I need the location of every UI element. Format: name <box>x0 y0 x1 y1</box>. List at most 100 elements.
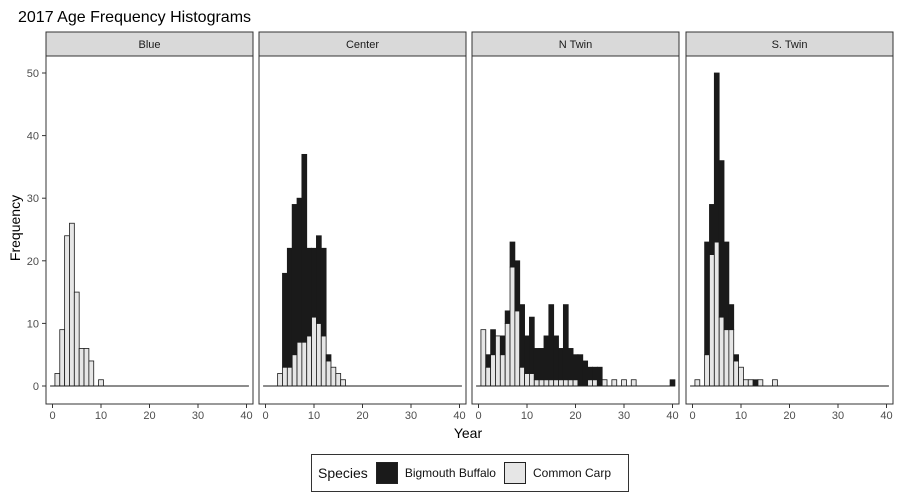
bar-common-carp <box>738 366 744 387</box>
legend-title: Species <box>318 465 368 481</box>
legend: Species Bigmouth Buffalo Common Carp <box>311 454 629 492</box>
bar-bigmouth-buffalo <box>577 354 584 387</box>
bar-common-carp <box>499 354 506 387</box>
x-tick-label: 40 <box>666 410 678 422</box>
bar-common-carp <box>98 379 104 387</box>
bar-common-carp <box>747 379 754 387</box>
x-tick-label: 30 <box>405 410 417 422</box>
bar-common-carp <box>277 373 283 387</box>
bar-common-carp <box>709 254 715 387</box>
bar-common-carp <box>88 360 95 387</box>
bar-common-carp <box>73 291 80 387</box>
bar-common-carp <box>514 310 521 387</box>
bar-common-carp <box>718 316 725 387</box>
bar-bigmouth-buffalo <box>325 354 332 362</box>
bar-common-carp <box>743 379 749 387</box>
bar-bigmouth-buffalo <box>490 329 496 356</box>
x-tick-label: 30 <box>832 410 844 422</box>
chart-title: 2017 Age Frequency Histograms <box>18 9 251 26</box>
bar-common-carp <box>59 329 66 387</box>
bar-common-carp <box>504 322 511 387</box>
bar-common-carp <box>733 360 739 387</box>
bar-common-carp <box>306 335 312 387</box>
x-tick-label: 40 <box>240 410 252 422</box>
y-axis-ticks: 0 10 20 30 40 50 <box>27 68 46 393</box>
bar-common-carp <box>558 379 564 387</box>
facet-strip-label: N Twin <box>559 39 592 51</box>
bar-common-carp <box>567 379 574 387</box>
bar-common-carp <box>325 360 332 387</box>
bar-common-carp <box>69 222 75 387</box>
bar-bigmouth-buffalo <box>704 241 710 356</box>
x-axis-label: Year <box>454 425 483 441</box>
facet-panel: Blue 0 10 20 30 40 <box>45 31 254 422</box>
bar-common-carp <box>538 379 545 387</box>
bar-bigmouth-buffalo <box>723 241 730 331</box>
bar-common-carp <box>78 348 85 387</box>
bar-common-carp <box>611 379 618 387</box>
facet-strip-label: Blue <box>138 39 160 51</box>
bar-bigmouth-buffalo <box>306 247 312 337</box>
bar-common-carp <box>553 379 559 387</box>
facet-panel: S. Twin 0 10 20 30 40 <box>685 31 894 422</box>
bar-bigmouth-buffalo <box>669 379 676 387</box>
bar-common-carp <box>562 379 569 387</box>
bar-common-carp <box>286 366 293 387</box>
bar-bigmouth-buffalo <box>533 348 540 381</box>
bar-bigmouth-buffalo <box>587 366 593 381</box>
bar-bigmouth-buffalo <box>733 354 739 362</box>
bar-bigmouth-buffalo <box>301 153 308 343</box>
bar-common-carp <box>728 329 735 387</box>
bar-bigmouth-buffalo <box>572 354 579 381</box>
facet-panel: N Twin 0 10 20 30 40 <box>471 31 680 422</box>
facet-panel: Center 0 10 20 30 40 <box>258 31 467 422</box>
bar-common-carp <box>340 379 346 387</box>
bar-bigmouth-buffalo <box>558 348 564 381</box>
bar-bigmouth-buffalo <box>709 204 715 255</box>
bar-bigmouth-buffalo <box>538 348 545 381</box>
x-tick-label: 20 <box>569 410 581 422</box>
bar-common-carp <box>630 379 637 387</box>
bar-common-carp <box>592 379 598 387</box>
bar-common-carp <box>485 366 492 387</box>
bar-bigmouth-buffalo <box>592 366 598 381</box>
facet-strip-label: Center <box>346 39 379 51</box>
bar-common-carp <box>330 366 337 387</box>
bar-common-carp <box>548 379 555 387</box>
bar-bigmouth-buffalo <box>320 247 327 337</box>
x-tick-label: 40 <box>880 410 892 422</box>
bar-bigmouth-buffalo <box>524 335 530 374</box>
y-tick-label: 0 <box>33 381 39 393</box>
bar-common-carp <box>524 373 530 387</box>
legend-key-common-carp <box>503 462 526 484</box>
bar-common-carp <box>291 354 298 387</box>
bar-common-carp <box>723 329 730 387</box>
x-tick-label: 0 <box>262 410 268 422</box>
panel-background <box>46 56 253 404</box>
bar-common-carp <box>64 235 70 387</box>
bar-common-carp <box>301 341 308 387</box>
x-tick-label: 40 <box>453 410 465 422</box>
bar-common-carp <box>509 266 516 387</box>
y-tick-label: 30 <box>27 193 39 205</box>
bar-common-carp <box>320 335 327 387</box>
bar-bigmouth-buffalo <box>311 247 317 318</box>
x-tick-label: 10 <box>735 410 747 422</box>
facet-panels: Blue 0 10 20 30 40 Center 0 10 20 30 40 N Twin 0 10 20 3… <box>45 31 894 422</box>
bar-common-carp <box>572 379 579 387</box>
bar-common-carp <box>296 341 303 387</box>
x-tick-label: 20 <box>356 410 368 422</box>
bar-bigmouth-buffalo <box>296 197 303 343</box>
bar-bigmouth-buffalo <box>316 235 322 324</box>
bar-bigmouth-buffalo <box>519 304 525 368</box>
bar-common-carp <box>83 348 90 387</box>
bar-common-carp <box>587 379 593 387</box>
x-tick-label: 10 <box>521 410 533 422</box>
bar-bigmouth-buffalo <box>514 260 521 312</box>
bar-bigmouth-buffalo <box>567 348 574 381</box>
x-tick-label: 0 <box>49 410 55 422</box>
x-tick-label: 30 <box>192 410 204 422</box>
bar-common-carp <box>495 335 501 387</box>
legend-key-bigmouth-buffalo <box>375 462 398 484</box>
